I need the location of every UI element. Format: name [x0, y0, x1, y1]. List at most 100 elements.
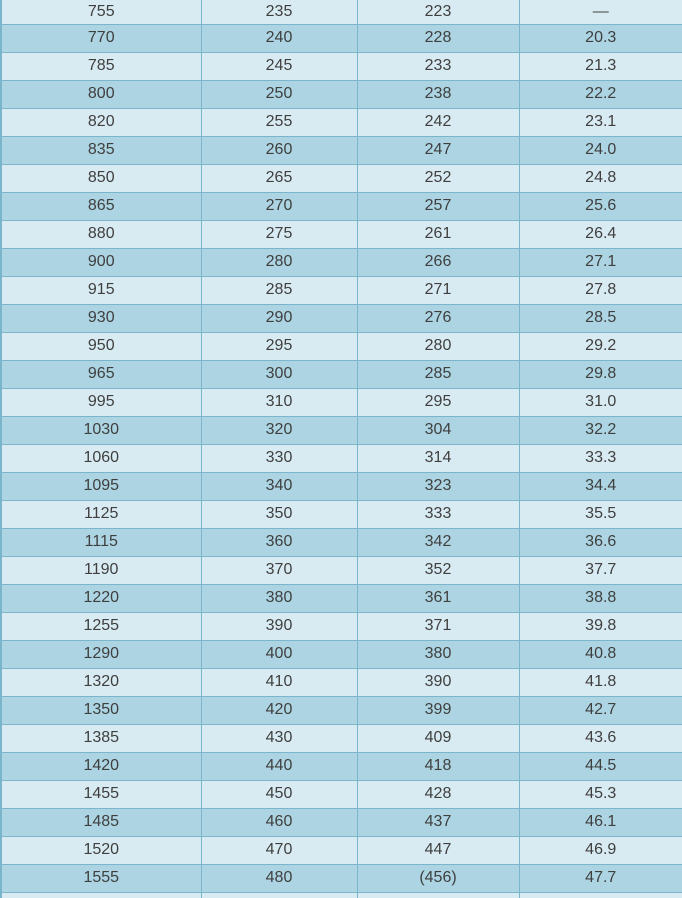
table-cell: 450	[200, 779, 358, 809]
table-cell: 342	[356, 527, 520, 557]
table-cell: 410	[200, 667, 358, 697]
table-cell: 40.8	[518, 639, 682, 669]
table-cell: 1320	[0, 667, 202, 697]
table-cell: 39.8	[518, 611, 682, 641]
table-row: 1060 330 314 33.3	[0, 443, 682, 473]
table-row: 800 250 238 22.2	[0, 79, 682, 109]
table-row: 1420 440 418 44.5	[0, 751, 682, 781]
table-cell: 23.1	[518, 107, 682, 137]
table-cell: 835	[0, 135, 202, 165]
table-cell: 1420	[0, 751, 202, 781]
table-cell: (456)	[356, 863, 520, 893]
table-cell: 228	[356, 23, 520, 53]
table-cell: 409	[356, 723, 520, 753]
table-cell: 755	[0, 0, 202, 25]
table-cell: 280	[200, 247, 358, 277]
table-row: 1220 380 361 38.8	[0, 583, 682, 613]
table-cell: 36.6	[518, 527, 682, 557]
table-cell: 323	[356, 471, 520, 501]
table-cell: 275	[200, 219, 358, 249]
table-cell: 24.8	[518, 163, 682, 193]
table-row: 1320 410 390 41.8	[0, 667, 682, 697]
table-row: 900 280 266 27.1	[0, 247, 682, 277]
table-cell: 400	[200, 639, 358, 669]
table-cell: 995	[0, 387, 202, 417]
table-cell: 21.3	[518, 51, 682, 81]
table-cell: 233	[356, 51, 520, 81]
table-cell: 250	[200, 79, 358, 109]
table-row: 915 285 271 27.8	[0, 275, 682, 305]
table-cell: 1220	[0, 583, 202, 613]
table-cell: 271	[356, 275, 520, 305]
table-cell: 240	[200, 23, 358, 53]
table-cell: 399	[356, 695, 520, 725]
table-row: 1095 340 323 34.4	[0, 471, 682, 501]
table-row: 1485 460 437 46.1	[0, 807, 682, 837]
table-row: 930 290 276 28.5	[0, 303, 682, 333]
table-cell: 310	[200, 387, 358, 417]
table-cell: 785	[0, 51, 202, 81]
table-cell: 915	[0, 275, 202, 305]
table-cell: 1455	[0, 779, 202, 809]
table-cell: 290	[200, 303, 358, 333]
table-cell: 27.8	[518, 275, 682, 305]
table-row: 1125 350 333 35.5	[0, 499, 682, 529]
table-cell: 480	[200, 863, 358, 893]
table-cell: 1115	[0, 527, 202, 557]
table-cell: 1350	[0, 695, 202, 725]
table-cell: 390	[200, 611, 358, 641]
table-cell: 35.5	[518, 499, 682, 529]
table-cell: 1520	[0, 835, 202, 865]
table-cell: 371	[356, 611, 520, 641]
table-cell: 255	[200, 107, 358, 137]
table-cell: 1385	[0, 723, 202, 753]
table-row: 1255 390 371 39.8	[0, 611, 682, 641]
table-row: 1290 400 380 40.8	[0, 639, 682, 669]
table-cell: 428	[356, 779, 520, 809]
table-cell	[0, 891, 202, 898]
table-row: 820 255 242 23.1	[0, 107, 682, 137]
table-cell: 24.0	[518, 135, 682, 165]
table-cell: 265	[200, 163, 358, 193]
table-cell: 360	[200, 527, 358, 557]
table-cell: —	[518, 0, 682, 25]
table-row: 1115 360 342 36.6	[0, 527, 682, 557]
table-cell: 930	[0, 303, 202, 333]
table-cell	[356, 891, 520, 898]
table-cell: 800	[0, 79, 202, 109]
table-row: 755 235 223—	[0, 0, 682, 25]
table-row: 1455 450 428 45.3	[0, 779, 682, 809]
table-cell: 1555	[0, 863, 202, 893]
table-cell: 45.3	[518, 779, 682, 809]
table-cell: 34.4	[518, 471, 682, 501]
table-row: 1520 470 447 46.9	[0, 835, 682, 865]
table-row: 965 300 285 29.8	[0, 359, 682, 389]
table-cell: 238	[356, 79, 520, 109]
table-row: 995 310 295 31.0	[0, 387, 682, 417]
table-cell: 242	[356, 107, 520, 137]
table-cell: 820	[0, 107, 202, 137]
table-cell: 27.1	[518, 247, 682, 277]
table-cell: 1485	[0, 807, 202, 837]
table-row: 1385 430 409 43.6	[0, 723, 682, 753]
table-cell: 314	[356, 443, 520, 473]
table-cell: 380	[200, 583, 358, 613]
table-cell: 470	[200, 835, 358, 865]
table-cell: 320	[200, 415, 358, 445]
table-cell: 245	[200, 51, 358, 81]
table-row: 850 265 252 24.8	[0, 163, 682, 193]
table-cell: 270	[200, 191, 358, 221]
table-cell: 42.7	[518, 695, 682, 725]
table-row: 1555 480 (456) 47.7	[0, 863, 682, 893]
table-cell: 41.8	[518, 667, 682, 697]
table-row: 785 245 233 21.3	[0, 51, 682, 81]
table-cell: 880	[0, 219, 202, 249]
table-cell: 25.6	[518, 191, 682, 221]
table-cell: 46.9	[518, 835, 682, 865]
table-cell: 260	[200, 135, 358, 165]
table-cell: 26.4	[518, 219, 682, 249]
table-cell: 770	[0, 23, 202, 53]
